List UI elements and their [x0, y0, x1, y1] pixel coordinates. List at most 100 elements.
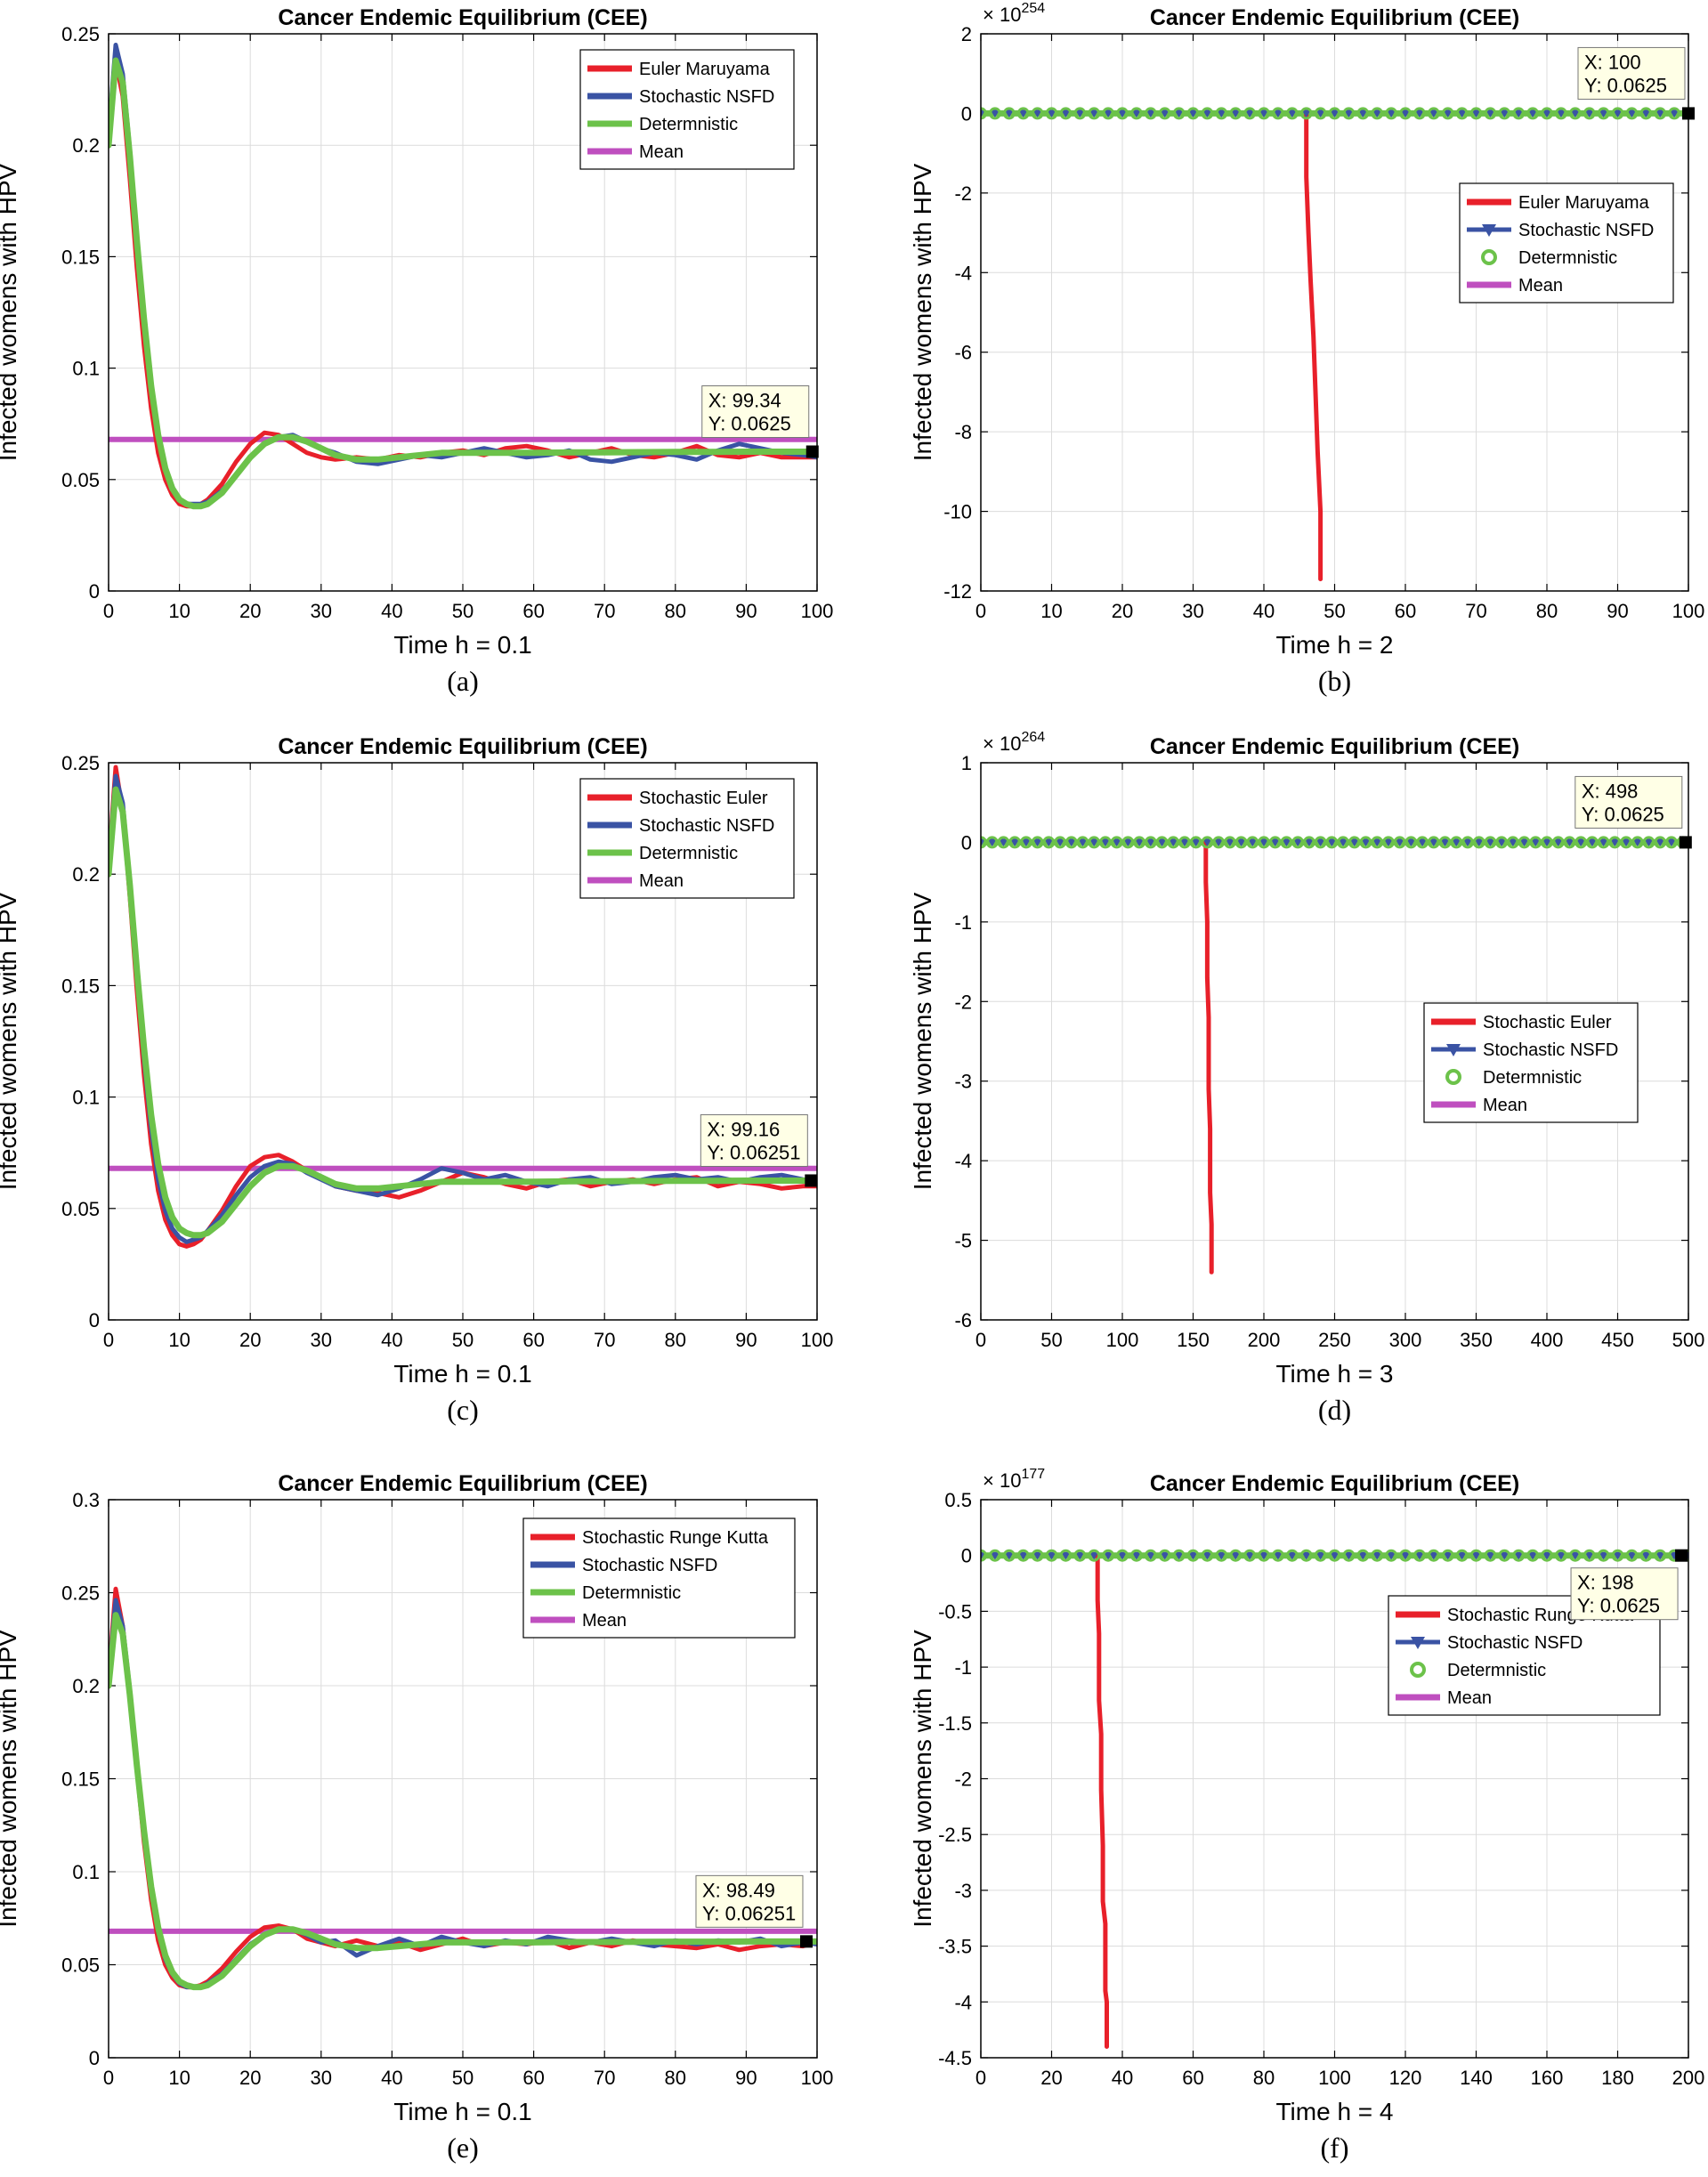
nsfd-marker: [1131, 109, 1141, 118]
subfigure-caption: (e): [447, 2132, 479, 2164]
det-marker: [1611, 107, 1624, 120]
det-marker: [1271, 107, 1284, 120]
x-tick-label: 50: [452, 2067, 474, 2089]
det-marker: [985, 836, 999, 849]
nsfd-marker: [1485, 838, 1495, 847]
det-marker: [1427, 836, 1440, 849]
y-tick-label: -5: [954, 1230, 972, 1252]
subfigure-caption: (a): [447, 665, 479, 697]
det-marker: [1427, 107, 1440, 120]
nsfd-marker: [1231, 1551, 1241, 1560]
det-marker: [1042, 836, 1056, 849]
det-marker: [1008, 836, 1022, 849]
nsfd-marker: [1670, 109, 1680, 118]
det-marker: [1484, 1549, 1497, 1562]
datatip-x: X: 99.34: [708, 390, 781, 412]
det-marker: [1258, 836, 1270, 849]
datatip-x: X: 98.49: [702, 1879, 775, 1901]
datatip-box[interactable]: [695, 1874, 804, 1928]
nsfd-marker: [1287, 1551, 1297, 1560]
series-line-c: [109, 1612, 817, 1991]
det-marker: [1059, 107, 1073, 120]
det-marker: [981, 107, 987, 120]
det-marker: [1271, 1549, 1284, 1562]
nsfd-marker: [1145, 109, 1155, 118]
nsfd-marker: [1500, 109, 1510, 118]
det-marker: [1554, 107, 1567, 120]
nsfd-marker: [1418, 838, 1428, 847]
x-tick-label: 30: [1182, 600, 1203, 622]
nsfd-marker: [990, 1551, 1000, 1560]
nsfd-marker: [1655, 1551, 1665, 1560]
nsfd-marker: [1202, 1551, 1212, 1560]
datatip-box[interactable]: [700, 1113, 808, 1167]
det-marker: [1416, 836, 1429, 849]
y-tick-label: 0.5: [944, 1489, 972, 1511]
y-tick-label: -1: [954, 911, 972, 934]
x-tick-label: 50: [452, 1329, 474, 1351]
x-tick-label: 100: [1106, 1329, 1139, 1351]
x-tick-label: 10: [168, 2067, 190, 2089]
datatip-y: Y: 0.0625: [1577, 1595, 1660, 1617]
nsfd-marker: [1599, 838, 1608, 847]
det-marker: [1178, 836, 1191, 849]
det-marker: [1299, 1549, 1313, 1562]
y-tick-label: 0.1: [72, 1861, 100, 1883]
panel-d: 0 50 100 150 200 250 300 350 400 450 500 -6 -5 -4 -3 -2…: [909, 730, 1704, 1426]
data-layer: [109, 1586, 817, 1991]
datatip-box[interactable]: [701, 385, 810, 438]
det-marker: [1144, 1549, 1157, 1562]
x-tick-label: 10: [168, 1329, 190, 1351]
datatip-box[interactable]: [1570, 1567, 1679, 1621]
x-tick-label: 50: [1040, 1329, 1062, 1351]
y-tick-label: -2: [954, 182, 972, 205]
data-layer: [981, 1549, 1688, 2049]
det-marker: [1158, 1549, 1171, 1562]
nsfd-marker: [1644, 838, 1654, 847]
nsfd-marker: [1004, 109, 1014, 118]
datatip-box[interactable]: [1574, 775, 1683, 829]
nsfd-marker: [1641, 109, 1651, 118]
x-tick-label: 80: [665, 1329, 686, 1351]
det-marker: [1002, 1549, 1016, 1562]
chart-title: Cancer Endemic Equilibrium (CEE): [278, 1471, 647, 1496]
exponent-power: 177: [1021, 1467, 1045, 1482]
y-tick-label: -2: [954, 1768, 972, 1791]
det-marker: [1631, 836, 1644, 849]
x-tick-label: 160: [1531, 2067, 1564, 2089]
det-marker: [1568, 107, 1582, 120]
legend-swatch-mask: [1465, 252, 1514, 263]
det-marker: [1512, 1549, 1526, 1562]
legend-label: Determnistic: [639, 115, 738, 134]
nsfd-marker: [1315, 1551, 1325, 1560]
y-axis-label: Infected womens with HPV: [0, 892, 21, 1190]
det-marker: [1314, 1549, 1327, 1562]
legend-label: Euler Maruyama: [1518, 193, 1650, 213]
nsfd-marker: [1202, 838, 1212, 847]
det-marker: [1328, 107, 1341, 120]
nsfd-marker: [1584, 109, 1594, 118]
datatip-y: Y: 0.06251: [702, 1902, 796, 1924]
nsfd-marker: [1613, 109, 1623, 118]
legend-swatch-mask: [1394, 1664, 1443, 1675]
x-tick-label: 20: [1112, 600, 1133, 622]
det-marker: [1016, 107, 1030, 120]
x-tick-label: 80: [1253, 2067, 1275, 2089]
nsfd-marker: [1100, 838, 1110, 847]
x-tick-label: 30: [311, 2067, 332, 2089]
nsfd-marker: [1217, 1551, 1226, 1560]
det-marker: [1212, 836, 1226, 849]
nsfd-marker: [1584, 1551, 1594, 1560]
x-tick-label: 300: [1389, 1329, 1422, 1351]
det-marker: [1371, 1549, 1384, 1562]
x-tick-label: 450: [1601, 1329, 1634, 1351]
det-marker: [1098, 836, 1112, 849]
nsfd-marker: [1061, 1551, 1071, 1560]
nsfd-marker: [1414, 109, 1424, 118]
y-tick-label: -4: [954, 1150, 972, 1172]
det-marker: [1243, 107, 1257, 120]
datatip-box[interactable]: [1577, 46, 1686, 100]
det-marker: [1498, 1549, 1511, 1562]
subfigure-caption: (b): [1318, 665, 1351, 697]
series-line-c: [109, 786, 817, 1239]
